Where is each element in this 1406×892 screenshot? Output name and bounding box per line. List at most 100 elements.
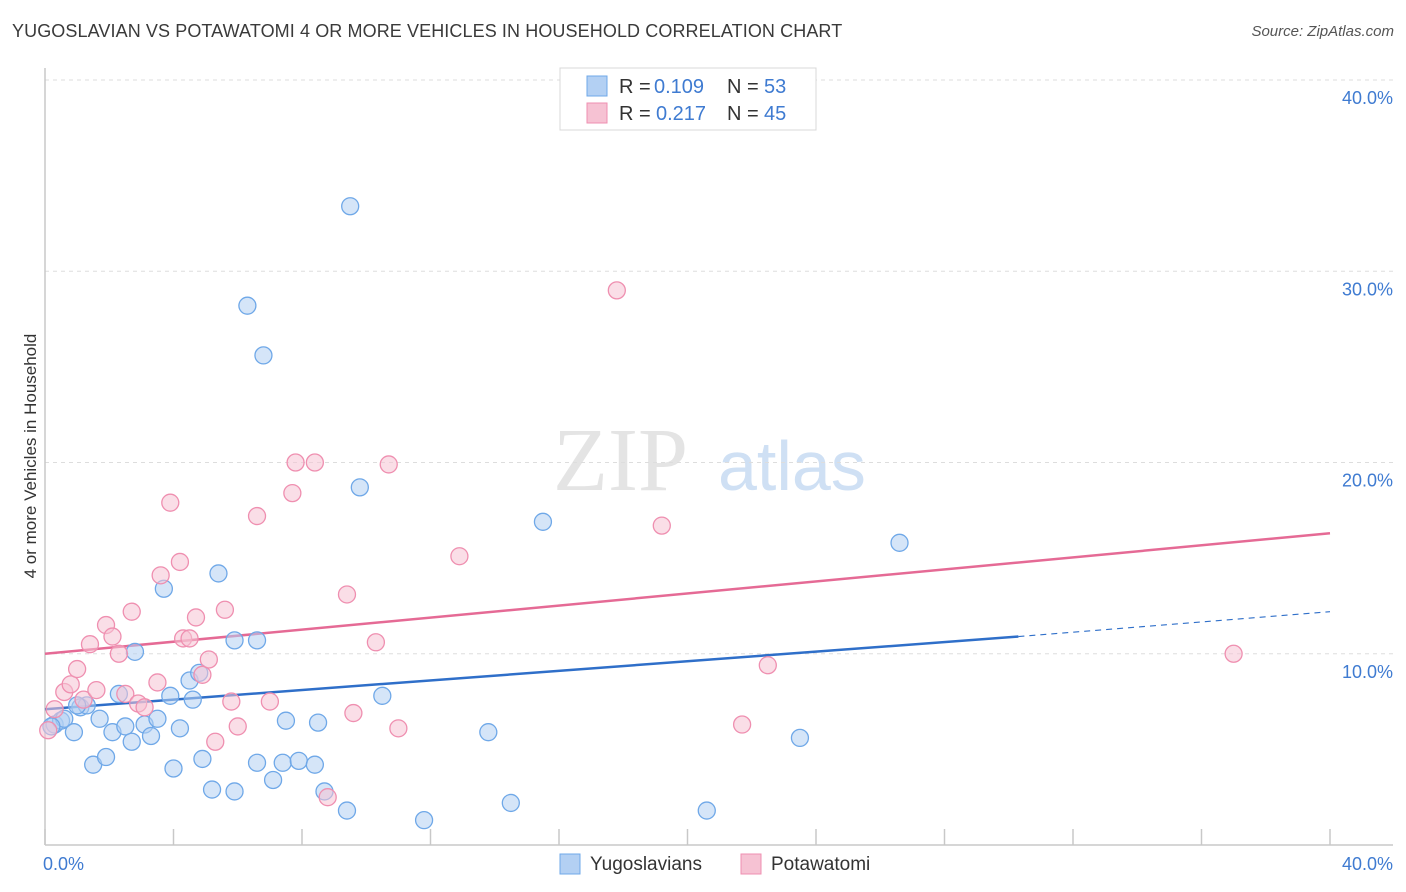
series-legend: Yugoslavians Potawatomi [559,853,870,875]
point-potawatomi-41 [652,516,671,535]
point-potawatomi-10 [109,644,129,663]
point-yugoslavians-49 [790,728,810,748]
point-yugoslavians-8 [96,747,116,767]
source-label: Source: ZipAtlas.com [1251,23,1394,40]
watermark-zip: ZIP [553,411,688,510]
point-yugoslavians-15 [141,726,161,746]
legend-r-value-2: 0.217 [656,103,706,125]
point-potawatomi-6 [80,635,100,654]
trend-line-yugoslavians [44,635,1019,711]
point-yugoslavians-20 [170,719,190,738]
legend-r-label-1: R = [619,76,651,98]
x-tick-min: 0.0% [43,854,84,874]
x-tick-max: 40.0% [1342,854,1393,874]
trend-lines [44,532,1331,711]
point-potawatomi-0 [39,721,58,740]
data-points [39,197,1243,830]
point-potawatomi-21 [186,608,206,627]
point-potawatomi-39 [450,547,469,566]
legend-n-label-1: N = [727,76,759,98]
point-yugoslavians-25 [202,780,222,799]
point-potawatomi-3 [61,675,80,694]
legend-swatch-yugoslavians [586,75,608,97]
point-potawatomi-37 [379,455,398,474]
legend-n-value-1: 53 [764,76,786,98]
point-potawatomi-23 [199,650,218,669]
y-axis-label: 4 or more Vehicles in Household [21,334,40,579]
legend-n-label-2: N = [727,103,759,125]
point-yugoslavians-38 [308,713,328,732]
point-potawatomi-12 [122,602,141,621]
point-potawatomi-20 [180,629,199,648]
point-potawatomi-43 [758,656,777,675]
point-yugoslavians-40 [337,801,357,820]
legend-r-label-2: R = [619,103,651,125]
point-yugoslavians-34 [273,753,292,772]
point-potawatomi-29 [260,692,280,711]
bottom-legend-label-yugoslavians: Yugoslavians [590,854,702,875]
y-tick-label-2: 30.0% [1342,279,1393,299]
point-potawatomi-24 [206,732,225,751]
trend-line-yugoslavians-extension [1018,611,1331,638]
point-potawatomi-17 [161,493,180,512]
point-yugoslavians-12 [122,732,141,751]
point-yugoslavians-7 [90,709,109,728]
point-potawatomi-15 [148,673,167,692]
point-yugoslavians-3 [64,723,84,742]
point-yugoslavians-16 [148,709,167,728]
point-yugoslavians-13 [125,642,145,661]
bottom-legend-swatch-yugoslavians [559,853,581,875]
point-potawatomi-42 [732,715,752,734]
point-potawatomi-22 [193,665,212,684]
point-yugoslavians-47 [533,512,553,531]
point-yugoslavians-29 [238,296,257,315]
point-yugoslavians-41 [341,197,360,216]
watermark-atlas: atlas [718,427,866,505]
point-potawatomi-14 [135,698,154,717]
bottom-legend-label-potawatomi: Potawatomi [771,854,870,875]
point-yugoslavians-32 [254,346,273,365]
legend-swatch-potawatomi [586,102,608,124]
point-potawatomi-28 [247,506,267,526]
point-yugoslavians-48 [697,801,716,820]
point-potawatomi-34 [337,585,357,604]
point-potawatomi-35 [344,703,363,723]
point-potawatomi-1 [45,700,64,719]
point-yugoslavians-27 [225,782,244,801]
point-potawatomi-4 [67,659,87,679]
point-potawatomi-9 [103,627,122,646]
point-potawatomi-5 [74,690,93,709]
legend-r-value-1: 0.109 [654,76,704,98]
point-potawatomi-18 [170,552,190,572]
point-yugoslavians-11 [116,717,135,736]
point-potawatomi-31 [286,453,305,472]
point-yugoslavians-30 [247,753,267,772]
point-yugoslavians-18 [161,686,180,705]
point-yugoslavians-37 [305,755,325,774]
chart-title: YUGOSLAVIAN VS POTAWATOMI 4 OR MORE VEHI… [12,21,843,41]
point-yugoslavians-28 [225,631,244,650]
point-potawatomi-40 [607,281,626,300]
legend-n-value-2: 45 [764,103,786,125]
point-potawatomi-44 [1224,644,1243,663]
gridlines [45,79,1393,655]
bottom-legend-swatch-potawatomi [740,853,762,875]
point-yugoslavians-46 [501,793,520,813]
point-potawatomi-32 [305,453,325,472]
point-potawatomi-26 [222,692,241,711]
point-yugoslavians-45 [479,723,498,742]
point-yugoslavians-24 [193,749,212,769]
point-yugoslavians-33 [263,770,283,790]
axes [44,68,1393,846]
y-tick-labels: 10.0% 20.0% 30.0% 40.0% [1342,88,1393,682]
point-yugoslavians-26 [209,564,228,583]
stats-legend: R = 0.109 N = 53 R = 0.217 N = 45 [559,67,817,131]
point-potawatomi-27 [228,717,247,736]
point-yugoslavians-35 [276,711,296,730]
point-potawatomi-30 [283,483,302,503]
point-potawatomi-11 [116,684,135,704]
point-potawatomi-7 [87,680,106,700]
point-yugoslavians-43 [373,686,392,705]
y-tick-label-1: 20.0% [1342,471,1393,491]
